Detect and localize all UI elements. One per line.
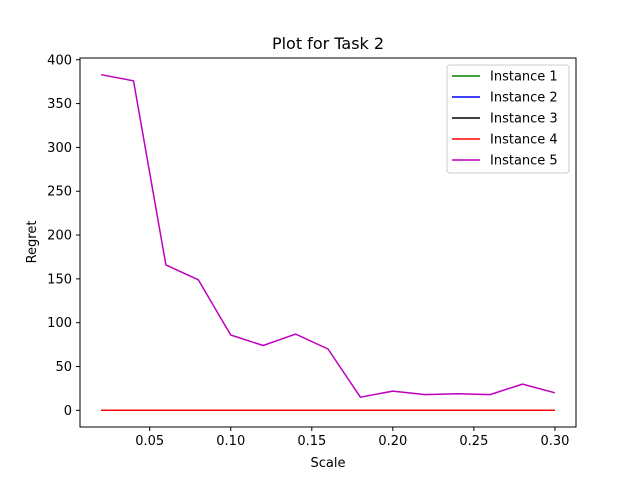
x-tick-label: 0.10 xyxy=(216,434,245,449)
y-tick-label: 400 xyxy=(47,53,72,68)
y-tick-label: 100 xyxy=(47,316,72,331)
x-tick-label: 0.30 xyxy=(540,434,569,449)
legend-label: Instance 3 xyxy=(490,112,558,127)
legend-box xyxy=(446,64,570,174)
y-axis-ticks: 0 50 100 150 200 250 300 350 400 xyxy=(47,53,80,419)
y-axis-label: Regret xyxy=(25,221,40,264)
y-tick-label: 50 xyxy=(55,360,72,375)
legend-label: Instance 1 xyxy=(490,70,558,85)
y-tick-label: 300 xyxy=(47,141,72,156)
chart-title: Plot for Task 2 xyxy=(272,34,384,53)
y-tick-label: 0 xyxy=(64,404,72,419)
plot-area xyxy=(79,57,577,428)
y-tick-label: 250 xyxy=(47,185,72,200)
y-tick-label: 350 xyxy=(47,97,72,112)
x-axis-ticks: 0.05 0.10 0.15 0.20 0.25 0.30 xyxy=(135,427,569,449)
x-tick-label: 0.25 xyxy=(459,434,488,449)
x-axis-label: Scale xyxy=(311,456,346,471)
legend-label: Instance 4 xyxy=(490,133,558,148)
legend: Instance 1 Instance 2 Instance 3 Instance 4… xyxy=(446,64,570,174)
x-tick-label: 0.15 xyxy=(297,434,326,449)
legend-label: Instance 2 xyxy=(490,91,558,106)
series-line-5 xyxy=(100,73,556,398)
x-tick-label: 0.05 xyxy=(135,434,164,449)
axes-frame xyxy=(79,57,577,428)
x-tick-label: 0.20 xyxy=(378,434,407,449)
y-tick-label: 200 xyxy=(47,229,72,244)
series-layer xyxy=(100,73,556,412)
legend-label: Instance 5 xyxy=(490,154,558,169)
y-tick-label: 150 xyxy=(47,272,72,287)
